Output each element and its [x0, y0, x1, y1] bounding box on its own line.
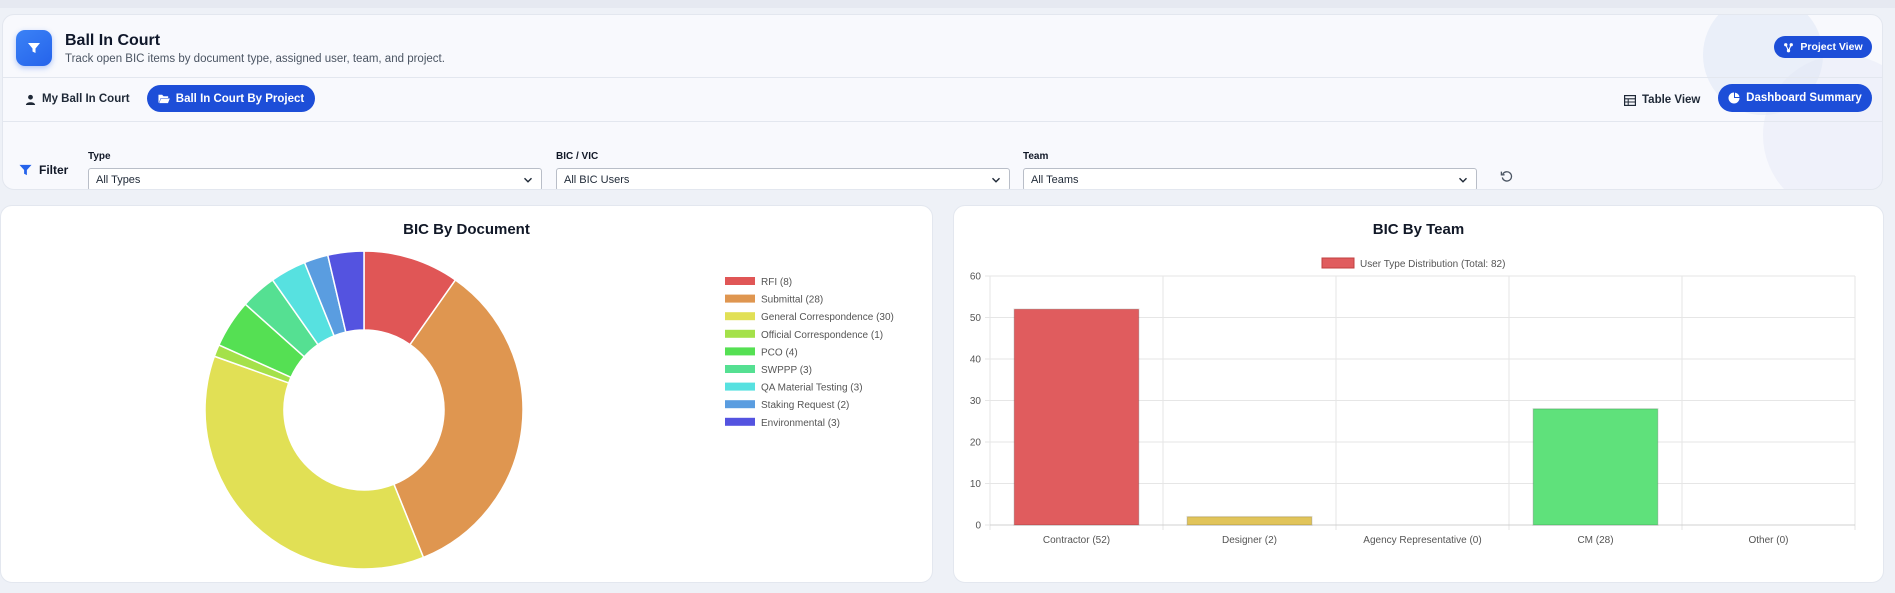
bic-by-document-title: BIC By Document [403, 221, 530, 238]
legend-label: Staking Request (2) [761, 400, 849, 411]
filter-bar: Filter Type All Types BIC / VIC All BIC … [3, 136, 1882, 189]
type-select-value: All Types [96, 173, 141, 186]
bic-by-team-card: BIC By Team 0 10 20 30 40 50 60 Contractor (52)… [953, 205, 1884, 583]
bic-by-document-chart: RFI (8) Submittal (28) General Corresponde… [204, 250, 894, 570]
divider [3, 77, 1882, 78]
legend-swatch [725, 294, 755, 303]
filter-label: Filter [39, 163, 69, 177]
bic-select[interactable]: All BIC Users [556, 168, 1010, 189]
bar [1532, 408, 1659, 526]
team-label: Team [1023, 151, 1049, 162]
folder-open-icon [158, 94, 170, 104]
x-tick-label: Designer (2) [1222, 535, 1277, 546]
legend-swatch [725, 347, 755, 356]
funnel-icon [28, 43, 40, 53]
chevron-down-icon [1459, 177, 1467, 183]
project-view-button[interactable]: Project View [1774, 36, 1872, 58]
bic-by-document-card: BIC By Document RFI (8) Submittal (28) Gen… [0, 205, 933, 583]
bic-by-team-title: BIC By Team [1372, 221, 1465, 238]
type-select[interactable]: All Types [88, 168, 542, 189]
legend-label: Environmental (3) [761, 418, 840, 429]
chevron-down-icon [524, 177, 532, 183]
legend-label: QA Material Testing (3) [761, 383, 863, 394]
bic-label: BIC / VIC [556, 151, 599, 162]
legend-swatch [725, 277, 755, 285]
page-subtitle: Track open BIC items by document type, a… [65, 53, 445, 65]
y-tick-label: 30 [970, 396, 982, 407]
x-tick-label: Contractor (52) [1043, 535, 1110, 546]
dashboard-summary-label: Dashboard Summary [1746, 92, 1862, 104]
sitemap-icon [1784, 42, 1794, 52]
chevron-down-icon [992, 177, 1000, 183]
legend-swatch [725, 382, 755, 391]
pie-slice [204, 355, 425, 570]
table-view-label: Table View [1642, 94, 1701, 106]
chart-pie-icon [1728, 92, 1740, 104]
legend-swatch [725, 417, 755, 426]
top-strip [0, 0, 1895, 8]
dashboard-summary-button[interactable]: Dashboard Summary [1718, 84, 1872, 112]
bic-select-value: All BIC Users [564, 173, 630, 186]
app-logo [16, 30, 52, 66]
user-icon [25, 94, 36, 105]
y-tick-label: 10 [970, 479, 982, 490]
tab-my-ball-in-court-label: My Ball In Court [42, 93, 130, 105]
bar [1013, 308, 1140, 526]
legend-swatch [725, 400, 755, 409]
legend-swatch [725, 312, 755, 321]
legend-label: SWPPP (3) [761, 365, 812, 376]
tab-my-ball-in-court[interactable]: My Ball In Court [25, 87, 130, 111]
legend-label: General Correspondence (30) [761, 312, 894, 323]
y-tick-label: 40 [970, 355, 982, 366]
team-select[interactable]: All Teams [1023, 168, 1477, 189]
legend-swatch [725, 329, 755, 338]
page-title: Ball In Court [65, 32, 161, 49]
project-view-label: Project View [1800, 41, 1863, 53]
pie-slice [326, 250, 365, 334]
y-tick-label: 60 [970, 272, 982, 283]
filter-icon [19, 164, 32, 176]
legend-swatch [1321, 257, 1355, 269]
table-icon [1624, 94, 1636, 106]
pie-slice [392, 278, 524, 559]
y-tick-label: 0 [975, 521, 981, 532]
legend-label: Submittal (28) [761, 295, 823, 306]
legend-swatch [725, 365, 755, 373]
table-view-button[interactable]: Table View [1624, 90, 1700, 110]
x-tick-label: Other (0) [1748, 535, 1788, 546]
legend-label: RFI (8) [761, 277, 792, 288]
y-tick-label: 20 [970, 438, 982, 449]
x-tick-label: Agency Representative (0) [1363, 535, 1481, 546]
y-tick-label: 50 [970, 313, 982, 324]
legend-label: PCO (4) [761, 347, 798, 358]
type-label: Type [88, 151, 111, 162]
x-tick-label: CM (28) [1577, 535, 1613, 546]
page-header: Ball In Court Track open BIC items by do… [2, 14, 1883, 190]
divider [3, 121, 1882, 122]
bar [1186, 515, 1313, 526]
bic-by-team-chart: 0 10 20 30 40 50 60 Contractor (52) Designer (2)… [970, 257, 1856, 546]
tab-ball-in-court-by-project[interactable]: Ball In Court By Project [147, 85, 315, 112]
legend-label: User Type Distribution (Total: 82) [1360, 259, 1505, 270]
team-select-value: All Teams [1031, 173, 1079, 186]
legend-label: Official Correspondence (1) [761, 330, 883, 341]
reset-icon[interactable] [1500, 170, 1513, 183]
tab-ball-in-court-by-project-label: Ball In Court By Project [175, 92, 305, 105]
filter-heading: Filter [19, 163, 68, 177]
